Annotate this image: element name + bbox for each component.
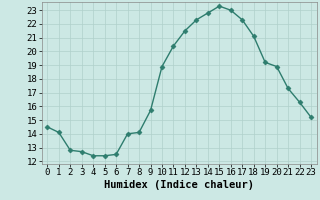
X-axis label: Humidex (Indice chaleur): Humidex (Indice chaleur) (104, 180, 254, 190)
